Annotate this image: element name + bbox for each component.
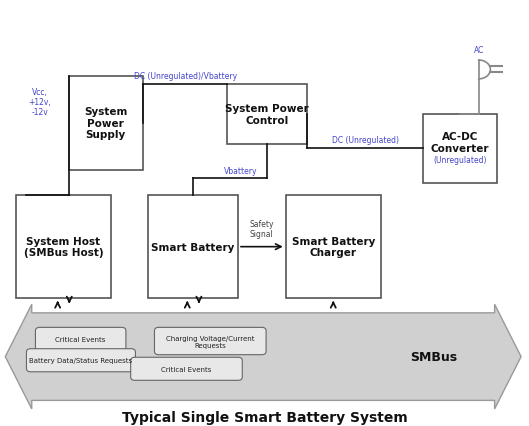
Bar <box>227 85 307 145</box>
Polygon shape <box>5 305 521 409</box>
Text: Vcc,
+12v,
-12v: Vcc, +12v, -12v <box>28 87 51 117</box>
Text: Charging Voltage/Current
Requests: Charging Voltage/Current Requests <box>166 335 254 348</box>
Text: Vbattery: Vbattery <box>224 167 258 176</box>
Text: (Unregulated): (Unregulated) <box>433 155 487 164</box>
Bar <box>148 196 238 298</box>
Bar <box>286 196 381 298</box>
FancyBboxPatch shape <box>35 328 126 351</box>
Text: Smart Battery
Charger: Smart Battery Charger <box>291 236 375 258</box>
Text: Critical Events: Critical Events <box>161 366 212 372</box>
Bar <box>69 77 143 170</box>
Text: Safety
Signal: Safety Signal <box>250 219 274 239</box>
Text: Battery Data/Status Requests: Battery Data/Status Requests <box>30 357 132 363</box>
Text: System
Power
Supply: System Power Supply <box>84 107 127 140</box>
Text: System Power
Control: System Power Control <box>225 104 309 126</box>
Text: Critical Events: Critical Events <box>56 336 106 342</box>
FancyBboxPatch shape <box>131 357 242 380</box>
FancyBboxPatch shape <box>154 328 266 355</box>
Text: Typical Single Smart Battery System: Typical Single Smart Battery System <box>122 410 407 424</box>
Text: DC (Unregulated): DC (Unregulated) <box>332 136 398 145</box>
Bar <box>16 196 111 298</box>
Bar <box>423 115 497 183</box>
Text: DC (Unregulated)/Vbattery: DC (Unregulated)/Vbattery <box>134 72 236 81</box>
Text: AC-DC
Converter: AC-DC Converter <box>431 132 489 153</box>
Text: System Host
(SMBus Host): System Host (SMBus Host) <box>24 236 103 258</box>
Text: SMBus: SMBus <box>410 350 458 363</box>
FancyBboxPatch shape <box>26 349 135 372</box>
Text: Smart Battery: Smart Battery <box>151 242 235 252</box>
Text: AC: AC <box>473 46 484 55</box>
